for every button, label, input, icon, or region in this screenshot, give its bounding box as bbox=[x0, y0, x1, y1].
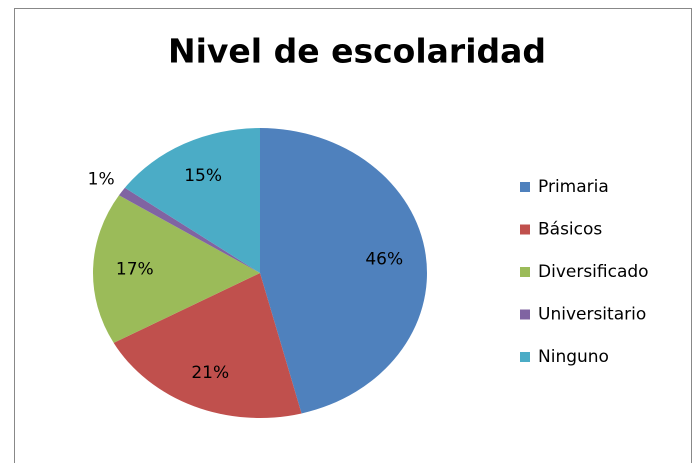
pie-slice bbox=[118, 187, 260, 273]
pie-slice bbox=[93, 195, 260, 343]
legend-label: Básicos bbox=[538, 220, 602, 240]
legend-label: Ninguno bbox=[538, 347, 609, 367]
data-label: 46% bbox=[365, 249, 403, 269]
legend-label: Primaria bbox=[538, 177, 609, 197]
data-label: 17% bbox=[116, 260, 154, 280]
pie-slice bbox=[260, 128, 427, 414]
legend-label: Diversificado bbox=[538, 262, 649, 282]
legend-label: Universitario bbox=[538, 305, 646, 325]
pie-slice bbox=[113, 273, 302, 418]
data-label: 1% bbox=[88, 169, 115, 189]
legend-swatch bbox=[520, 267, 530, 277]
legend-swatch bbox=[520, 352, 530, 362]
chart-title: Nivel de escolaridad bbox=[168, 32, 546, 71]
data-label: 21% bbox=[191, 363, 229, 383]
legend-swatch bbox=[520, 309, 530, 320]
data-label: 15% bbox=[184, 166, 222, 186]
legend-swatch bbox=[520, 182, 530, 192]
pie-slice bbox=[124, 128, 260, 273]
legend-swatch bbox=[520, 224, 530, 235]
